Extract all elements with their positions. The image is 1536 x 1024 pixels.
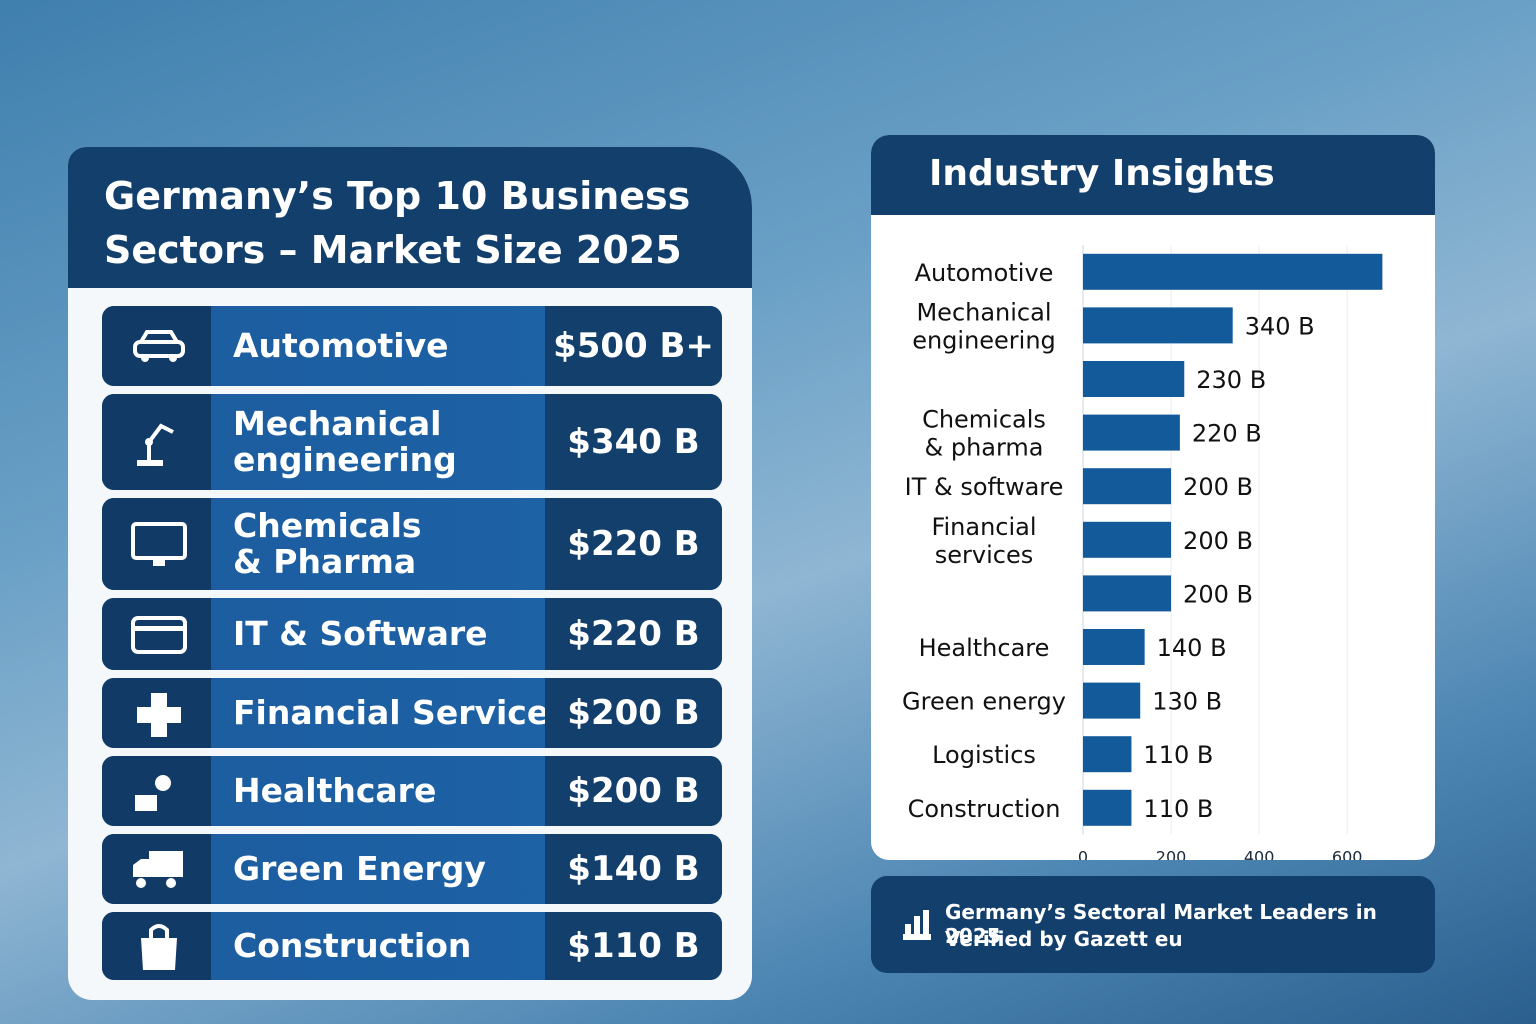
sector-name: Construction [233,926,472,965]
icon-box [102,678,211,748]
bar [1083,307,1233,344]
sector-icon [131,522,187,566]
bar [1083,414,1180,451]
bar [1083,253,1383,290]
sector-icon [135,775,171,811]
chart-title: Industry Insights [929,153,1275,194]
sector-value: $200 B [545,678,722,748]
icon-box [102,498,211,590]
sector-name: Healthcare [233,771,437,810]
footer: Germany’s Sectoral Market Leaders in 202… [871,876,1435,973]
bar [1083,361,1185,397]
chart-panel: Industry Insights 0 200 400 600 Automotive Me… [871,135,1435,860]
panel-header [68,147,752,288]
sector-name: Mechanical engineering [233,404,457,479]
x-tick-label: 0 [1078,848,1088,860]
sector-value: $500 B+ [545,306,722,386]
sector-name: Green Energy [233,849,486,888]
icon-box [102,598,211,670]
x-tick-label: 400 [1244,848,1275,860]
sector-icon [141,924,177,970]
bar [1083,468,1172,505]
sector-row: Green Energy $140 B [102,834,722,904]
value-label: 340 B [1245,312,1315,340]
chart: 0 200 400 600 Automotive Mechanical engineerin… [902,245,1383,860]
y-tick-label: Mechanical engineering [912,298,1056,354]
sector-icon [137,423,174,466]
sector-row: Financial Services $200 B [102,678,722,748]
sector-row: Healthcare $200 B [102,756,722,826]
y-tick-label: Chemicals & pharma [922,406,1046,462]
bar [1083,575,1172,612]
value-label: 110 B [1143,741,1213,769]
y-tick-label: Financial services [931,513,1036,569]
value-label: 140 B [1157,634,1227,662]
sector-panel: Germany’s Top 10 Business Sectors – Mark… [68,147,752,1000]
y-tick-label: Healthcare [919,634,1050,662]
bar [1083,736,1132,773]
sector-name: Financial Services [233,693,569,732]
sector-icon [137,693,181,737]
icon-box [102,306,211,386]
footer-line: Germany’s Sectoral Market Leaders in 202… [945,900,1377,948]
icon-box [102,834,211,904]
chart-header [871,135,1435,215]
sector-value: $340 B [545,394,722,490]
y-tick-label: Construction [908,795,1061,823]
value-label: 220 B [1192,420,1262,448]
x-tick-label: 200 [1156,848,1187,860]
bar [1083,789,1132,826]
y-tick-label: Logistics [932,741,1036,769]
sector-value: $200 B [545,756,722,826]
sector-value: $110 B [545,912,722,980]
sector-name: Automotive [233,326,449,365]
sector-row: Mechanical engineering $340 B [102,394,722,490]
value-label: 230 B [1196,366,1266,394]
sector-icon [133,851,183,888]
sector-value: $140 B [545,834,722,904]
sector-row: Construction $110 B [102,912,722,980]
x-tick-label: 600 [1332,848,1363,860]
sector-icon [133,330,185,362]
sector-row: Chemicals & Pharma $220 B [102,498,722,590]
value-label: 200 B [1183,527,1253,555]
y-tick-label: Automotive [915,259,1054,287]
panel-title: Germany’s Top 10 Business Sectors – Mark… [104,174,691,272]
icon-box [102,394,211,490]
sector-name: Chemicals & Pharma [233,506,422,581]
sector-icon [131,616,187,654]
y-tick-label: Green energy [902,688,1066,716]
bar [1083,682,1141,719]
footer-icon [903,910,931,940]
y-tick-label: IT & software [905,473,1064,501]
footer-line: Verified by Gazett eu [945,927,1183,951]
bar [1083,521,1172,558]
sector-row: Automotive $500 B+ [102,306,722,386]
icon-box [102,912,211,980]
sector-name: IT & Software [233,614,488,653]
bar [1083,629,1145,665]
sector-value: $220 B [545,598,722,670]
value-label: 130 B [1152,688,1222,716]
value-label: 110 B [1143,795,1213,823]
value-label: 200 B [1183,473,1253,501]
value-label: 200 B [1183,580,1253,608]
sector-value: $220 B [545,498,722,590]
sector-row: IT & Software $220 B [102,598,722,670]
icon-box [102,756,211,826]
